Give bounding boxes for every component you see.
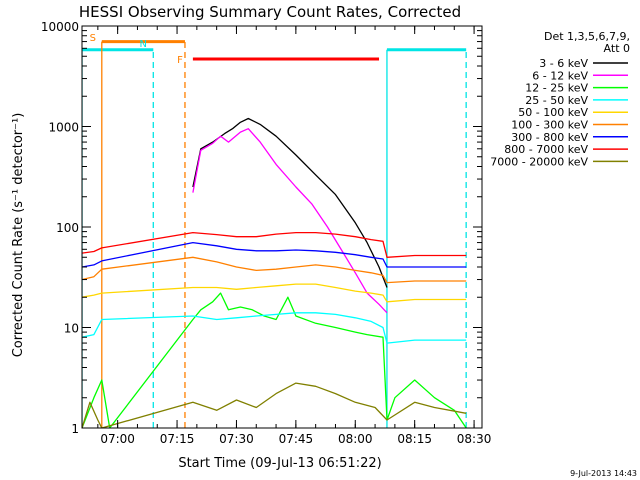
legend-label: 100 - 300 keV [511, 119, 588, 132]
legend-title-line: Att 0 [604, 42, 630, 55]
generation-date: 9-Jul-2013 14:43 [570, 469, 637, 478]
y-tick-label: 1000 [48, 121, 79, 135]
series-layer [82, 117, 467, 428]
legend-label: 12 - 25 keV [525, 82, 588, 95]
legend-title-line: Det 1,3,5,6,7,9, [544, 30, 630, 43]
x-tick-label: 07:45 [279, 432, 314, 446]
legend-label: 7000 - 20000 keV [490, 155, 588, 168]
y-tick-label: 1 [71, 422, 79, 436]
series-line [82, 283, 467, 303]
observing-intervals [82, 40, 467, 428]
series-line [82, 256, 467, 284]
marker-label: S [90, 33, 96, 44]
series-line [82, 241, 467, 268]
marker-label: N [140, 39, 147, 50]
legend-label: 800 - 7000 keV [504, 143, 588, 156]
series-line [82, 292, 467, 428]
x-tick-label: 07:15 [160, 432, 195, 446]
legend-label: 300 - 800 keV [511, 131, 588, 144]
x-axis-label: Start Time (09-Jul-13 06:51:22) [178, 456, 381, 471]
y-axis: 1 10 100 1000 10000 [41, 20, 482, 436]
y-tick-label: 100 [56, 221, 79, 235]
legend-label: 50 - 100 keV [518, 106, 588, 119]
series-line [192, 128, 388, 314]
x-tick-label: 07:30 [219, 432, 254, 446]
y-tick-label: 10000 [41, 20, 79, 34]
y-axis-label: Corrected Count Rate (s⁻¹ detector⁻¹) [11, 113, 26, 358]
series-line [82, 231, 467, 258]
y-tick-label: 10 [64, 322, 79, 336]
marker-label: F [177, 55, 183, 66]
legend-label: 25 - 50 keV [525, 94, 588, 107]
series-line [82, 382, 467, 428]
event-markers: S N F [90, 33, 183, 66]
chart-title: HESSI Observing Summary Count Rates, Cor… [79, 3, 461, 21]
x-tick-label: 08:00 [338, 432, 373, 446]
x-tick-label: 08:15 [397, 432, 432, 446]
legend-label: 3 - 6 keV [539, 57, 588, 70]
x-tick-label: 08:30 [457, 432, 492, 446]
series-line [82, 312, 467, 344]
x-tick-label: 07:00 [100, 432, 135, 446]
x-axis: 07:00 07:15 07:30 07:45 08:00 08:15 08:30 [97, 26, 492, 446]
legend-label: 6 - 12 keV [532, 69, 588, 82]
